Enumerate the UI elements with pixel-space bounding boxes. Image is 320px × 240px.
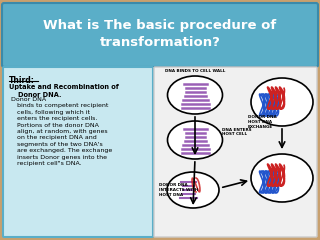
Text: DONOR DNA
HOST DNA
EXCHANGE: DONOR DNA HOST DNA EXCHANGE bbox=[248, 115, 277, 129]
FancyBboxPatch shape bbox=[3, 67, 153, 237]
Ellipse shape bbox=[167, 76, 222, 114]
Text: DNA BINDS TO CELL WALL: DNA BINDS TO CELL WALL bbox=[165, 69, 225, 73]
Ellipse shape bbox=[167, 172, 219, 208]
Text: What is The basic procedure of: What is The basic procedure of bbox=[44, 19, 276, 32]
Ellipse shape bbox=[251, 78, 313, 126]
Ellipse shape bbox=[167, 121, 222, 159]
Text: Donor DNA
    binds to competent recipient
    cells, following which it
    ent: Donor DNA binds to competent recipient c… bbox=[9, 97, 112, 166]
FancyBboxPatch shape bbox=[2, 3, 318, 67]
Text: Uptake and Recombination of
    Donor DNA.: Uptake and Recombination of Donor DNA. bbox=[9, 84, 119, 98]
FancyBboxPatch shape bbox=[154, 67, 317, 237]
Text: Third:: Third: bbox=[9, 76, 35, 85]
Text: transformation?: transformation? bbox=[100, 36, 220, 48]
Text: DONOR DNA
INTERACTS WITH
HOST DNA: DONOR DNA INTERACTS WITH HOST DNA bbox=[159, 183, 198, 197]
Text: DNA ENTERS
HOST CELL: DNA ENTERS HOST CELL bbox=[222, 128, 252, 136]
Ellipse shape bbox=[251, 154, 313, 202]
